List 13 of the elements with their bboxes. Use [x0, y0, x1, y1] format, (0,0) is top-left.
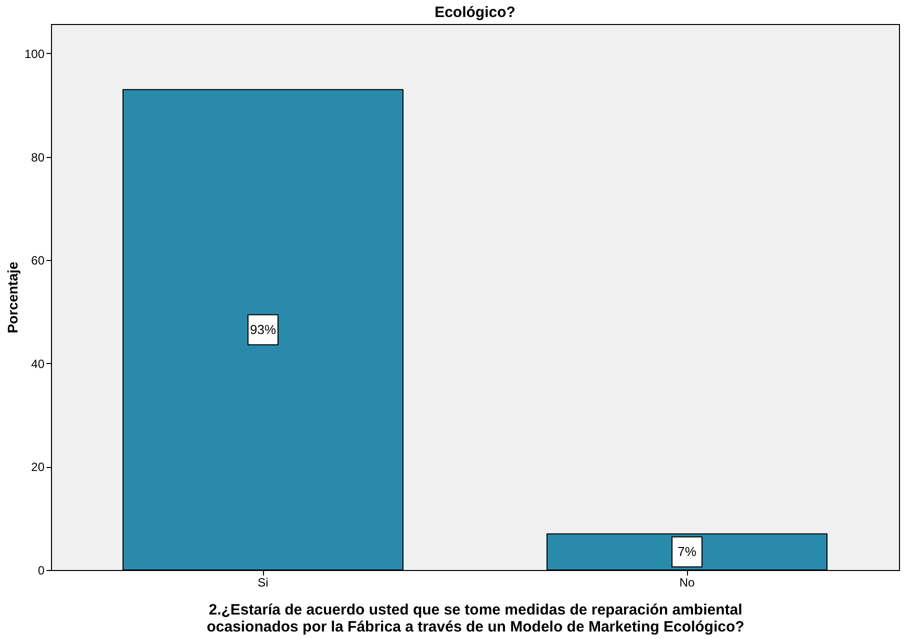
y-tick-label: 0	[38, 564, 45, 578]
x-tick-label: Si	[258, 576, 268, 590]
y-tick-label: 60	[31, 254, 45, 268]
y-tick-label: 100	[24, 46, 45, 61]
x-axis-title: 2.¿Estaría de acuerdo usted que se tome medidas de reparación ambiental ocasionados por la Fábrica a través de un Modelo de Marketing Ecológico?	[206, 602, 744, 636]
chart-title: Ecológico?	[434, 4, 516, 21]
y-axis-title: Porcentaje	[4, 261, 20, 334]
x-tick-label: No	[679, 576, 695, 590]
y-tick-label: 80	[31, 150, 45, 164]
data-label: 93%	[250, 322, 276, 337]
y-tick-label: 20	[31, 460, 45, 474]
y-tick-label: 40	[31, 356, 45, 371]
data-label: 7%	[678, 544, 697, 559]
